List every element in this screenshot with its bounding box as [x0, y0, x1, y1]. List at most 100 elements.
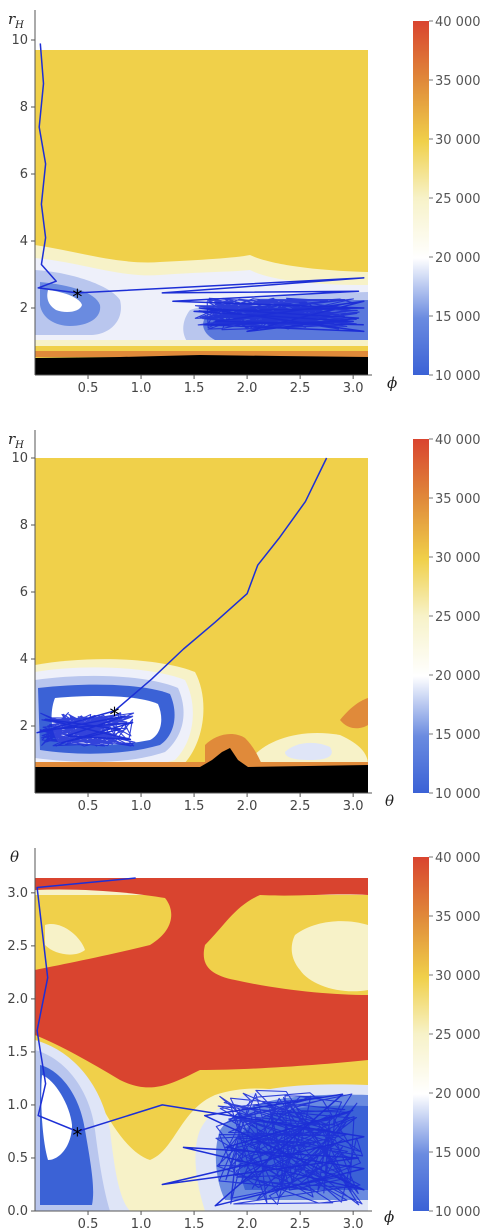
colorbar-tick-label: 40 000 — [435, 433, 481, 448]
contour-band-edge — [35, 762, 368, 767]
contour-band-orange2 — [340, 698, 368, 729]
y-tick-label: 1.5 — [7, 1045, 28, 1060]
y-axis-label-main: r — [8, 10, 16, 28]
x-tick-label: 0.5 — [78, 799, 99, 814]
x-tick-label: 2.5 — [290, 799, 311, 814]
colorbar-tick-label: 20 000 — [435, 251, 481, 266]
contour-band-white2 — [47, 290, 82, 313]
x-ticks-3: 0.5 1.0 1.5 2.0 2.5 3.0 — [78, 1211, 364, 1228]
contour-band-lower2 — [285, 742, 332, 760]
y-tick-label: 8 — [20, 100, 28, 115]
trajectory-path — [37, 43, 365, 333]
y-tick-label: 6 — [20, 585, 28, 600]
y-tick-label: 3.0 — [7, 886, 28, 901]
y-tick-label: 6 — [20, 167, 28, 182]
colorbar-tick-label: 30 000 — [435, 969, 481, 984]
x-tick-label: 0.5 — [78, 381, 99, 396]
y-axis-label: rH — [8, 430, 24, 451]
trajectory-path — [36, 877, 365, 1207]
colorbar-ticks-2: 10 000 15 000 20 000 25 000 30 000 35 000 40 0… — [429, 433, 481, 802]
x-axis-label: ϕ — [387, 374, 397, 392]
x-tick-label: 3.0 — [343, 1217, 364, 1228]
y-tick-label: 2.5 — [7, 939, 28, 954]
y-tick-label: 4 — [20, 234, 28, 249]
excluded-region — [35, 748, 368, 793]
y-tick-label: 0.0 — [7, 1204, 28, 1219]
colorbar-tick-label: 20 000 — [435, 1087, 481, 1102]
y-tick-label: 4 — [20, 652, 28, 667]
colorbar-tick-label: 15 000 — [435, 310, 481, 325]
colorbar-tick-label: 35 000 — [435, 910, 481, 925]
y-axis-label-main: r — [8, 430, 16, 448]
x-tick-label: 1.0 — [131, 381, 152, 396]
trajectory-1 — [37, 43, 365, 333]
excluded-region — [35, 355, 368, 375]
optimum-marker: * — [72, 1123, 82, 1147]
colorbar-tick-label: 10 000 — [435, 1205, 481, 1220]
y-ticks-3: 0.0 0.5 1.0 1.5 2.0 2.5 3.0 — [7, 886, 35, 1219]
colorbar-tick-label: 25 000 — [435, 610, 481, 625]
y-ticks-2: 2 4 6 8 10 — [11, 451, 35, 734]
x-ticks-1: 0.5 1.0 1.5 2.0 2.5 3.0 — [78, 375, 364, 396]
colorbar-ticks-1: 10 000 15 000 20 000 25 000 30 000 35 000 40 0… — [429, 15, 481, 384]
axes-2 — [34, 430, 372, 794]
chart-panel-3: * 0.5 1.0 1.5 2.0 2.5 3.0 0.0 0.5 1.0 1.5 2.0 2.5 3… — [7, 848, 481, 1228]
trajectory-3 — [36, 877, 365, 1207]
colorbar-tick-label: 25 000 — [435, 1028, 481, 1043]
y-tick-label: 10 — [11, 33, 28, 48]
y-tick-label: 1.0 — [7, 1098, 28, 1113]
x-tick-label: 2.5 — [290, 1217, 311, 1228]
contour-band-red-top — [35, 878, 368, 1088]
x-tick-label: 3.0 — [343, 799, 364, 814]
x-axis-label: ϕ — [384, 1208, 394, 1226]
optimum-marker: * — [72, 285, 82, 309]
x-tick-label: 0.5 — [78, 1217, 99, 1228]
colorbar-tick-label: 35 000 — [435, 492, 481, 507]
y-tick-label: 8 — [20, 518, 28, 533]
x-tick-label: 1.0 — [131, 799, 152, 814]
colorbar-3: 10 000 15 000 20 000 25 000 30 000 35 000 40 0… — [413, 851, 481, 1220]
trajectory-dense-2 — [39, 712, 136, 747]
x-tick-label: 3.0 — [343, 381, 364, 396]
x-tick-label: 1.5 — [184, 799, 205, 814]
contour-band-edge3 — [35, 351, 368, 357]
x-axis-label: θ — [385, 792, 394, 810]
colorbar-gradient — [413, 21, 429, 375]
contour-band-light-left — [45, 924, 85, 955]
x-tick-label: 1.5 — [184, 1217, 205, 1228]
colorbar-1: 10 000 15 000 20 000 25 000 30 000 35 000 40 0… — [413, 15, 481, 384]
x-tick-label: 2.0 — [237, 381, 258, 396]
colorbar-tick-label: 40 000 — [435, 851, 481, 866]
contour-band-edge — [35, 340, 368, 346]
colorbar-tick-label: 15 000 — [435, 728, 481, 743]
colorbar-tick-label: 20 000 — [435, 669, 481, 684]
trajectory-scribble — [215, 1089, 364, 1206]
colorbar-tick-label: 25 000 — [435, 192, 481, 207]
y-axis-label-sub: H — [14, 440, 24, 451]
y-tick-label: 2 — [20, 719, 28, 734]
y-tick-label: 10 — [11, 451, 28, 466]
colorbar-tick-label: 30 000 — [435, 551, 481, 566]
y-tick-label: 2.0 — [7, 992, 28, 1007]
contour-band-white-left — [41, 1075, 72, 1160]
trajectory-dense-1 — [194, 297, 360, 331]
trajectory-scribble — [39, 712, 136, 747]
axes-1 — [34, 10, 372, 376]
colorbar-gradient — [413, 857, 429, 1211]
axes-3 — [34, 848, 372, 1212]
y-axis-label: rH — [8, 10, 24, 31]
x-tick-label: 2.0 — [237, 799, 258, 814]
x-tick-label: 2.5 — [290, 381, 311, 396]
y-axis-label-main: θ — [10, 848, 19, 866]
y-axis-label-sub: H — [14, 20, 24, 31]
contour-band-edge2 — [35, 346, 368, 351]
y-ticks-1: 2 4 6 8 10 — [11, 33, 35, 316]
contour-band-light-right — [291, 921, 368, 992]
y-tick-label: 2 — [20, 301, 28, 316]
x-tick-label: 2.0 — [237, 1217, 258, 1228]
colorbar-2: 10 000 15 000 20 000 25 000 30 000 35 000 40 0… — [413, 433, 481, 802]
colorbar-tick-label: 40 000 — [435, 15, 481, 30]
colorbar-tick-label: 10 000 — [435, 369, 481, 384]
